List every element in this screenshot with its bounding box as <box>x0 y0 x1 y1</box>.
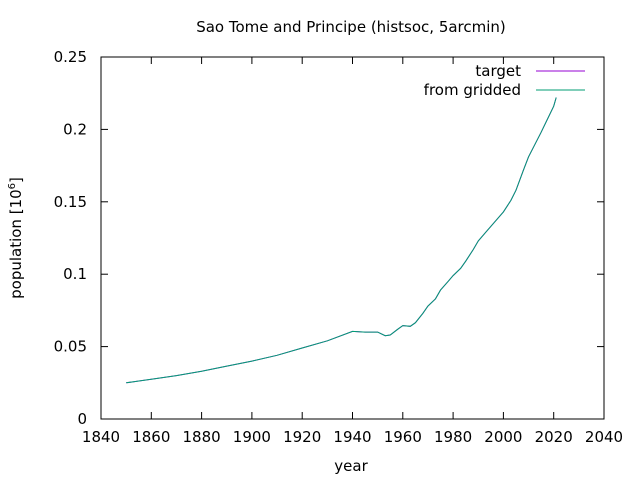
y-tick-label: 0 <box>77 410 87 428</box>
x-tick-label: 1840 <box>82 428 120 446</box>
series-line-from-gridded <box>126 97 557 384</box>
y-tick-label: 0.25 <box>54 48 87 66</box>
x-tick-label: 1880 <box>183 428 221 446</box>
y-axis-label-end: ] <box>7 177 25 183</box>
chart-title: Sao Tome and Principe (histsoc, 5arcmin) <box>196 18 506 36</box>
x-tick-label: 1920 <box>283 428 321 446</box>
legend-label: target <box>475 62 521 80</box>
y-axis-label-sup: 6 <box>7 183 18 189</box>
x-tick-label: 1940 <box>333 428 371 446</box>
x-tick-label: 2000 <box>484 428 522 446</box>
x-tick-label: 1860 <box>132 428 170 446</box>
x-tick-label: 2020 <box>535 428 573 446</box>
y-axis-label: population [106] <box>7 177 25 299</box>
legend-label: from gridded <box>424 81 521 99</box>
plot-frame <box>100 56 605 420</box>
x-tick-label: 2040 <box>585 428 623 446</box>
x-tick-label: 1980 <box>434 428 472 446</box>
y-tick-label: 0.1 <box>63 265 87 283</box>
axes: 1840 1860 1880 1900 1920 1940 1960 1980 2000 2020… <box>54 48 624 446</box>
y-tick-label: 0.15 <box>54 193 87 211</box>
x-axis-label: year <box>334 457 368 475</box>
x-tick-label: 1900 <box>233 428 271 446</box>
plot-lines <box>126 97 557 384</box>
x-tick-label: 1960 <box>384 428 422 446</box>
y-tick-label: 0.05 <box>54 338 87 356</box>
y-axis-label-main: population [10 <box>7 189 25 299</box>
y-tick-label: 0.2 <box>63 120 87 138</box>
